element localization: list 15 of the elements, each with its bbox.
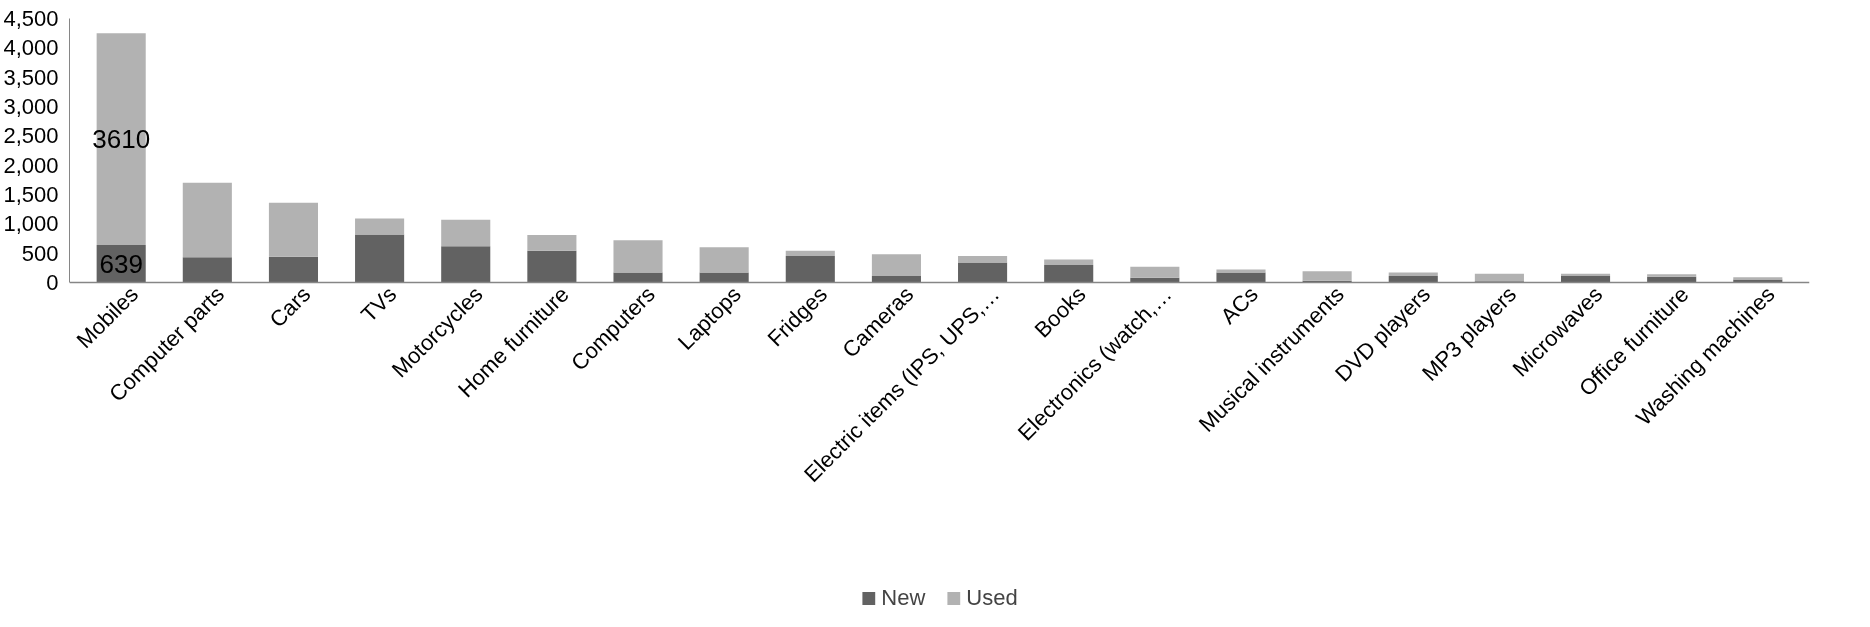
y-tick-label: 0	[46, 270, 59, 295]
y-tick-label: 1,000	[3, 211, 59, 237]
y-tick-label: 500	[21, 240, 59, 266]
y-tick-label: 2,000	[3, 152, 59, 178]
data-label: 3610	[92, 124, 151, 155]
data-label: 639	[99, 248, 143, 279]
y-tick-label: 4,000	[3, 35, 59, 61]
y-tick-label: 3,500	[3, 64, 59, 90]
y-tick-label: 1,500	[3, 182, 59, 207]
y-tick-label: 3,000	[3, 94, 59, 119]
legend-label: New	[881, 585, 926, 611]
y-tick-label: 2,500	[3, 123, 59, 149]
x-tick-label: Cars	[264, 281, 316, 333]
y-tick-label: 4,500	[3, 6, 59, 31]
legend-label: Used	[966, 585, 1018, 611]
